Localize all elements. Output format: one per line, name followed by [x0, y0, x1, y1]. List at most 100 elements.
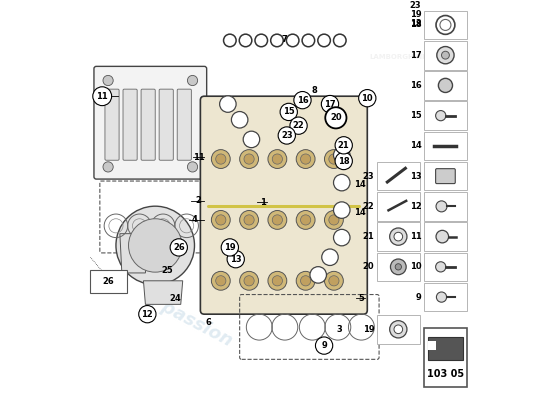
- Circle shape: [280, 103, 298, 120]
- Text: 1: 1: [260, 198, 266, 207]
- Circle shape: [221, 239, 239, 256]
- FancyBboxPatch shape: [377, 252, 420, 281]
- FancyBboxPatch shape: [377, 162, 420, 190]
- Circle shape: [216, 276, 226, 286]
- FancyBboxPatch shape: [377, 315, 420, 344]
- Polygon shape: [144, 281, 183, 304]
- Text: 21: 21: [338, 141, 350, 150]
- Text: 15: 15: [283, 108, 295, 116]
- FancyBboxPatch shape: [200, 96, 367, 314]
- Circle shape: [300, 276, 311, 286]
- Text: 8: 8: [311, 86, 317, 95]
- Circle shape: [300, 154, 311, 164]
- Circle shape: [437, 46, 454, 64]
- Text: 21: 21: [362, 232, 375, 241]
- Circle shape: [188, 162, 197, 172]
- Text: 20: 20: [330, 113, 342, 122]
- Text: 19: 19: [363, 325, 375, 334]
- Text: LAMBORGHINI: LAMBORGHINI: [369, 54, 425, 60]
- FancyBboxPatch shape: [105, 89, 119, 160]
- Circle shape: [244, 276, 254, 286]
- Circle shape: [188, 76, 197, 86]
- Circle shape: [316, 337, 333, 354]
- Text: 14: 14: [410, 141, 421, 150]
- Text: 18: 18: [410, 20, 421, 30]
- Text: 25: 25: [161, 266, 173, 276]
- Text: 18: 18: [338, 156, 350, 166]
- Circle shape: [394, 325, 403, 334]
- Text: 13: 13: [230, 255, 241, 264]
- FancyBboxPatch shape: [424, 192, 466, 221]
- Circle shape: [394, 232, 403, 241]
- Text: 12: 12: [410, 202, 421, 211]
- Circle shape: [296, 271, 315, 290]
- Text: 10: 10: [361, 94, 373, 103]
- FancyBboxPatch shape: [141, 89, 155, 160]
- Text: 23: 23: [281, 131, 293, 140]
- FancyBboxPatch shape: [424, 11, 466, 39]
- Text: 13: 13: [410, 172, 421, 181]
- Text: 19: 19: [224, 243, 235, 252]
- Circle shape: [268, 271, 287, 290]
- FancyBboxPatch shape: [424, 328, 466, 387]
- Text: 14: 14: [354, 180, 365, 189]
- Circle shape: [333, 147, 350, 163]
- Circle shape: [324, 150, 343, 168]
- Circle shape: [268, 150, 287, 168]
- Text: 23: 23: [363, 172, 375, 181]
- Text: 20: 20: [363, 262, 375, 271]
- Polygon shape: [120, 234, 147, 273]
- Circle shape: [310, 267, 327, 283]
- Text: 22: 22: [293, 121, 305, 130]
- Circle shape: [244, 215, 254, 225]
- Circle shape: [216, 154, 226, 164]
- Text: 19: 19: [410, 10, 421, 19]
- Text: 7: 7: [282, 35, 288, 44]
- Text: 22: 22: [362, 202, 375, 211]
- Circle shape: [329, 276, 339, 286]
- Circle shape: [436, 292, 447, 302]
- Circle shape: [211, 210, 230, 229]
- FancyBboxPatch shape: [424, 222, 466, 251]
- Circle shape: [359, 90, 376, 107]
- Circle shape: [335, 152, 353, 170]
- Circle shape: [436, 230, 449, 243]
- FancyBboxPatch shape: [94, 66, 207, 179]
- Circle shape: [296, 150, 315, 168]
- Circle shape: [436, 262, 446, 272]
- Text: 9: 9: [321, 341, 327, 350]
- Circle shape: [240, 150, 258, 168]
- Text: 2: 2: [195, 196, 201, 205]
- Circle shape: [219, 96, 236, 112]
- Text: 17: 17: [324, 100, 336, 108]
- Circle shape: [438, 78, 453, 92]
- FancyBboxPatch shape: [424, 162, 466, 190]
- FancyBboxPatch shape: [90, 270, 127, 293]
- Text: a passion: a passion: [142, 290, 235, 351]
- Circle shape: [395, 264, 402, 270]
- Circle shape: [436, 110, 446, 121]
- Circle shape: [278, 127, 295, 144]
- Circle shape: [329, 215, 339, 225]
- Circle shape: [333, 229, 350, 246]
- Circle shape: [93, 87, 112, 106]
- Text: 13: 13: [410, 19, 421, 28]
- Circle shape: [436, 201, 447, 212]
- Circle shape: [389, 321, 407, 338]
- Text: 14: 14: [354, 208, 365, 216]
- Circle shape: [389, 228, 407, 245]
- FancyBboxPatch shape: [177, 89, 191, 160]
- Circle shape: [321, 96, 339, 113]
- FancyBboxPatch shape: [436, 169, 455, 184]
- Text: 26: 26: [173, 243, 185, 252]
- Circle shape: [335, 137, 353, 154]
- Text: 17: 17: [410, 51, 421, 60]
- Text: 26: 26: [102, 277, 114, 286]
- Polygon shape: [428, 337, 463, 360]
- Circle shape: [294, 92, 311, 109]
- Text: 5: 5: [359, 294, 364, 303]
- Circle shape: [325, 107, 347, 128]
- Circle shape: [116, 206, 195, 285]
- Text: 3: 3: [337, 325, 343, 334]
- Circle shape: [211, 271, 230, 290]
